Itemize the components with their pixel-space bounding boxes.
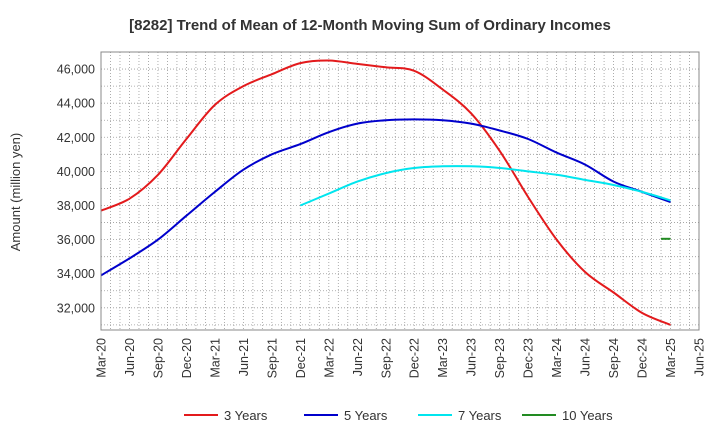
legend-label-7-years: 7 Years: [458, 408, 502, 423]
x-tick-label: Dec-23: [522, 338, 536, 378]
x-tick-label: Sep-23: [493, 338, 507, 378]
legend: 3 Years 5 Years 7 Years 10 Years: [184, 408, 613, 423]
y-tick-label: 40,000: [57, 165, 95, 179]
y-tick-label: 42,000: [57, 131, 95, 145]
series-layer: [100, 59, 671, 326]
y-tick-labels: 32,000 34,000 36,000 38,000 40,000 42,000 44,0…: [57, 63, 95, 316]
series-line-3-years: [100, 59, 671, 326]
x-tick-label: Mar-23: [436, 338, 450, 378]
y-tick-label: 46,000: [57, 63, 95, 77]
x-tick-label: Dec-24: [636, 338, 650, 378]
x-tick-label: Mar-25: [664, 338, 678, 378]
x-tick-label: Jun-22: [351, 338, 365, 376]
x-tick-label: Jun-20: [123, 338, 137, 376]
series-line-5-years: [100, 118, 671, 277]
x-tick-label: Sep-24: [607, 338, 621, 378]
legend-label-10-years: 10 Years: [562, 408, 613, 423]
y-tick-label: 44,000: [57, 97, 95, 111]
series-line-7-years: [299, 165, 671, 207]
x-tick-label: Jun-24: [579, 338, 593, 376]
legend-label-5-years: 5 Years: [344, 408, 388, 423]
x-tick-labels: Mar-20 Jun-20 Sep-20 Dec-20 Mar-21 Jun-21 Sep-…: [95, 338, 707, 378]
x-tick-label: Mar-24: [550, 338, 564, 378]
chart-title: [8282] Trend of Mean of 12-Month Moving …: [129, 17, 611, 34]
legend-label-3-years: 3 Years: [224, 408, 268, 423]
x-tick-label: Dec-22: [408, 338, 422, 378]
y-tick-label: 34,000: [57, 267, 95, 281]
x-tick-label: Mar-22: [322, 338, 336, 378]
y-tick-label: 36,000: [57, 233, 95, 247]
y-axis-label: Amount (million yen): [8, 133, 23, 252]
x-tick-label: Sep-22: [379, 338, 393, 378]
y-tick-label: 38,000: [57, 199, 95, 213]
x-tick-label: Mar-20: [95, 338, 109, 378]
x-tick-label: Sep-21: [265, 338, 279, 378]
plot-frame: [100, 51, 700, 331]
grid-layer: [101, 52, 699, 330]
x-tick-label: Mar-21: [208, 338, 222, 378]
x-tick-label: Sep-20: [151, 338, 165, 378]
x-tick-label: Dec-21: [294, 338, 308, 378]
x-tick-label: Dec-20: [180, 338, 194, 378]
x-tick-label: Jun-21: [237, 338, 251, 376]
y-tick-label: 32,000: [57, 301, 95, 315]
x-tick-label: Jun-25: [693, 338, 707, 376]
x-tick-label: Jun-23: [465, 338, 479, 376]
